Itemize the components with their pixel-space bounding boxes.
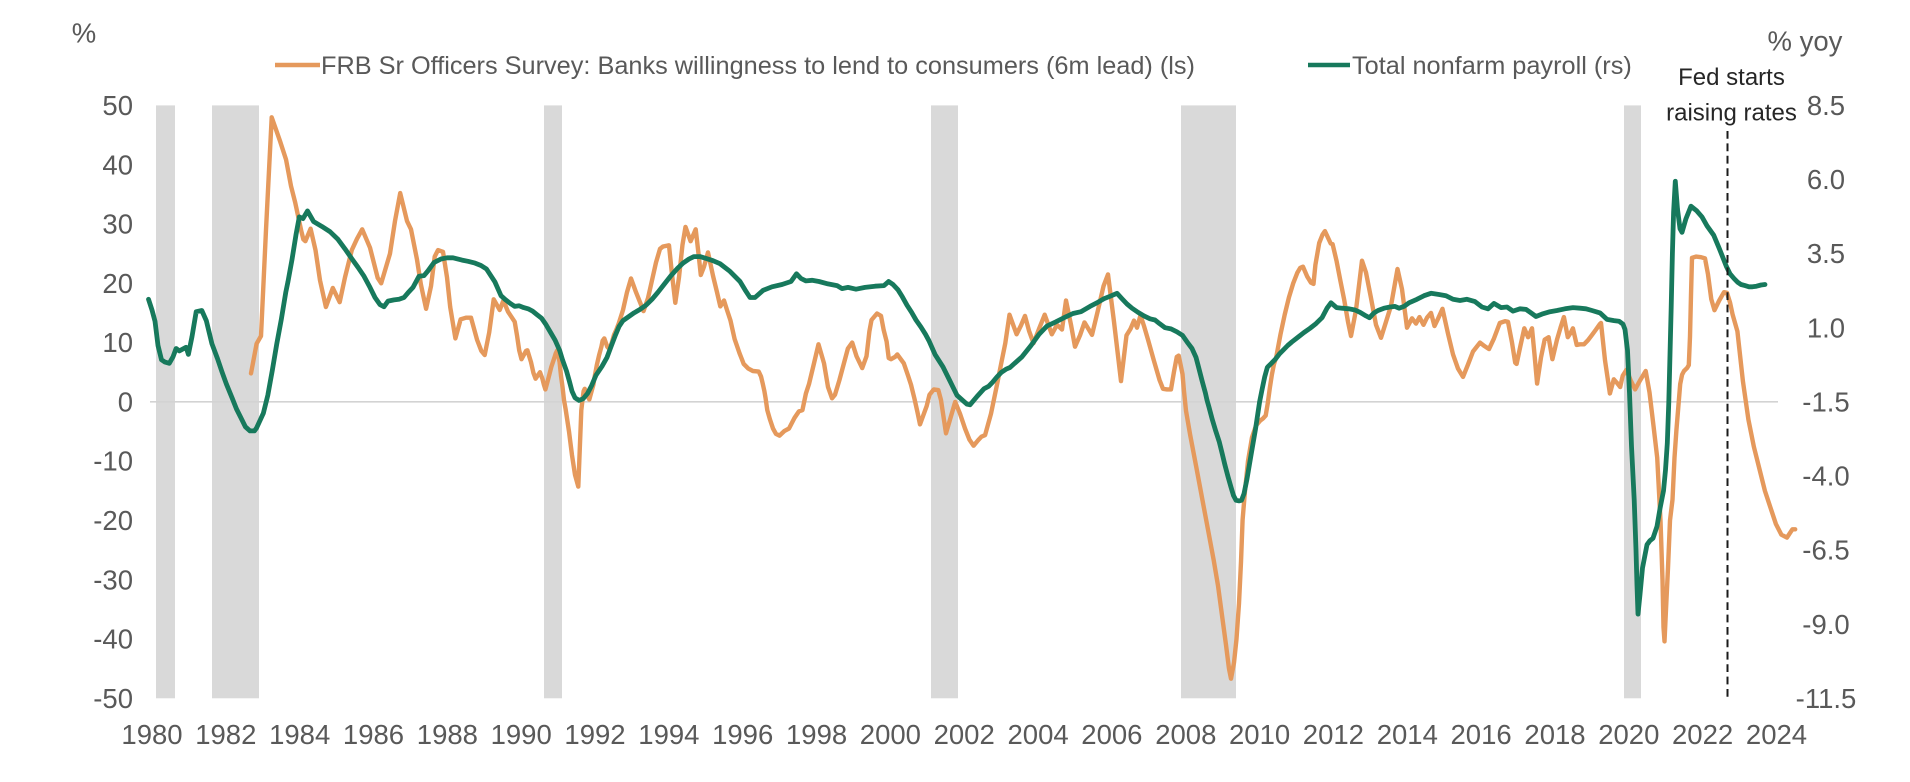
svg-text:% yoy: % yoy — [1768, 26, 1843, 57]
svg-text:-50: -50 — [93, 683, 133, 714]
svg-text:-20: -20 — [93, 505, 133, 536]
svg-text:10: 10 — [102, 327, 133, 358]
svg-text:1998: 1998 — [786, 719, 847, 750]
svg-text:30: 30 — [102, 209, 133, 240]
svg-text:40: 40 — [102, 149, 133, 180]
svg-text:-9.0: -9.0 — [1802, 609, 1849, 640]
svg-text:2016: 2016 — [1451, 719, 1512, 750]
svg-text:-10: -10 — [93, 446, 133, 477]
svg-text:1982: 1982 — [195, 719, 256, 750]
svg-text:8.5: 8.5 — [1807, 90, 1845, 121]
svg-text:1990: 1990 — [491, 719, 552, 750]
svg-text:Fed starts: Fed starts — [1678, 64, 1785, 91]
svg-text:-30: -30 — [93, 564, 133, 595]
svg-text:FRB Sr Officers Survey: Banks: FRB Sr Officers Survey: Banks willingnes… — [321, 52, 1195, 80]
svg-text:50: 50 — [102, 90, 133, 121]
svg-text:3.5: 3.5 — [1807, 238, 1845, 269]
svg-text:0: 0 — [118, 387, 133, 418]
svg-text:2014: 2014 — [1377, 719, 1438, 750]
svg-text:2004: 2004 — [1008, 719, 1069, 750]
svg-text:2010: 2010 — [1229, 719, 1290, 750]
svg-text:1.0: 1.0 — [1807, 312, 1845, 343]
svg-text:2000: 2000 — [860, 719, 921, 750]
svg-text:1994: 1994 — [638, 719, 699, 750]
svg-text:-40: -40 — [93, 624, 133, 655]
svg-text:2012: 2012 — [1303, 719, 1364, 750]
svg-text:2020: 2020 — [1598, 719, 1659, 750]
svg-text:2024: 2024 — [1746, 719, 1807, 750]
svg-text:6.0: 6.0 — [1807, 164, 1845, 195]
svg-text:2018: 2018 — [1524, 719, 1585, 750]
svg-text:1986: 1986 — [343, 719, 404, 750]
svg-text:Total nonfarm payroll (rs): Total nonfarm payroll (rs) — [1352, 52, 1632, 80]
svg-text:raising rates: raising rates — [1666, 100, 1797, 127]
svg-text:2002: 2002 — [934, 719, 995, 750]
svg-text:1992: 1992 — [564, 719, 625, 750]
svg-text:2006: 2006 — [1081, 719, 1142, 750]
svg-text:2008: 2008 — [1155, 719, 1216, 750]
svg-text:-11.5: -11.5 — [1796, 683, 1857, 714]
svg-text:20: 20 — [102, 268, 133, 299]
svg-text:1996: 1996 — [712, 719, 773, 750]
svg-text:2022: 2022 — [1672, 719, 1733, 750]
svg-text:-1.5: -1.5 — [1802, 386, 1849, 417]
svg-text:-6.5: -6.5 — [1802, 535, 1849, 566]
svg-text:1980: 1980 — [121, 719, 182, 750]
svg-text:1988: 1988 — [417, 719, 478, 750]
svg-text:1984: 1984 — [269, 719, 330, 750]
svg-text:-4.0: -4.0 — [1802, 461, 1849, 492]
svg-text:%: % — [72, 18, 96, 49]
